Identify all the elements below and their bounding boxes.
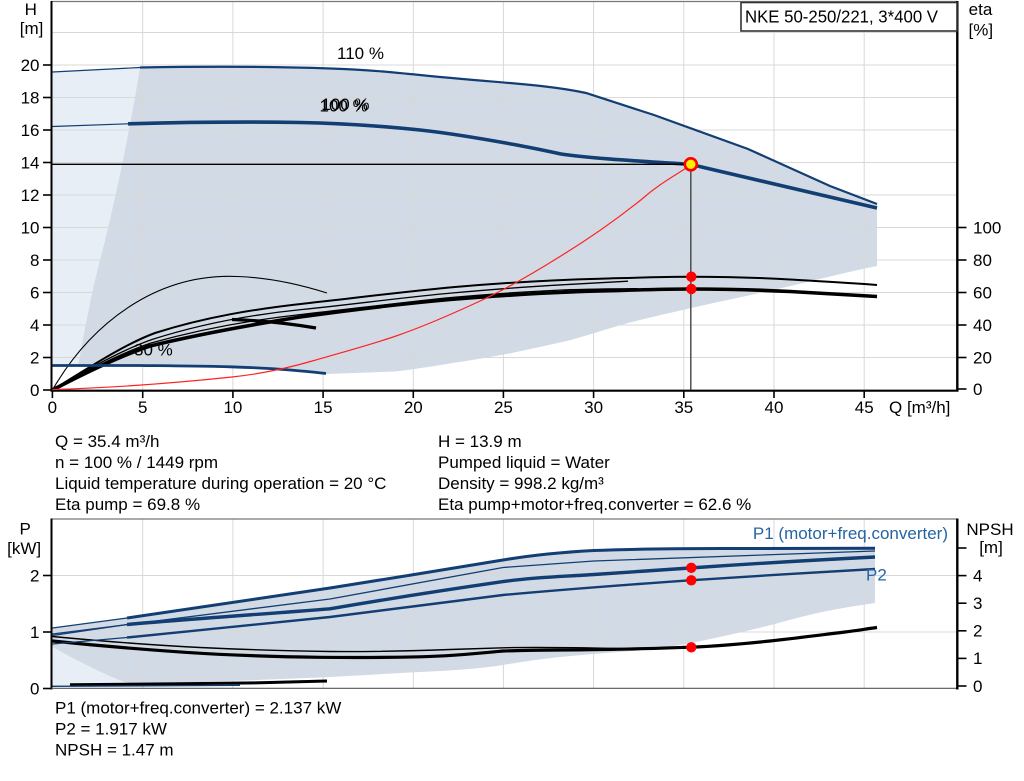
svg-text:0: 0 — [973, 380, 982, 399]
svg-text:Q = 35.4 m³/h: Q = 35.4 m³/h — [55, 432, 159, 451]
svg-text:NPSH = 1.47 m: NPSH = 1.47 m — [55, 741, 174, 760]
svg-text:4: 4 — [973, 566, 982, 585]
svg-text:0: 0 — [973, 677, 982, 696]
svg-text:45: 45 — [855, 398, 874, 417]
svg-text:P2 = 1.917 kW: P2 = 1.917 kW — [55, 720, 167, 739]
svg-text:8: 8 — [30, 251, 39, 270]
svg-text:1: 1 — [30, 623, 39, 642]
svg-text:100 %: 100 % — [321, 95, 369, 114]
svg-text:NPSH: NPSH — [966, 520, 1013, 539]
svg-text:[m]: [m] — [979, 538, 1003, 557]
svg-text:2: 2 — [973, 622, 982, 641]
svg-text:0: 0 — [30, 680, 39, 699]
svg-text:16: 16 — [21, 121, 40, 140]
svg-text:Eta pump = 69.8 %: Eta pump = 69.8 % — [55, 495, 200, 514]
svg-text:3: 3 — [973, 594, 982, 613]
svg-text:2: 2 — [30, 349, 39, 368]
svg-text:H = 13.9 m: H = 13.9 m — [438, 432, 522, 451]
svg-text:1: 1 — [973, 649, 982, 668]
svg-text:[kW]: [kW] — [7, 539, 41, 558]
svg-text:0: 0 — [30, 381, 39, 400]
svg-text:20: 20 — [404, 398, 423, 417]
svg-text:60: 60 — [973, 284, 992, 303]
svg-text:[%]: [%] — [969, 21, 994, 40]
svg-text:20: 20 — [973, 349, 992, 368]
svg-text:NKE 50-250/221, 3*400 V: NKE 50-250/221, 3*400 V — [745, 7, 938, 27]
svg-text:Liquid temperature during oper: Liquid temperature during operation = 20… — [55, 474, 386, 493]
svg-text:6: 6 — [30, 284, 39, 303]
svg-text:12: 12 — [21, 186, 40, 205]
svg-text:10: 10 — [223, 398, 242, 417]
svg-text:30: 30 — [584, 398, 603, 417]
svg-text:P1 (motor+freq.converter) = 2.: P1 (motor+freq.converter) = 2.137 kW — [55, 699, 341, 718]
svg-text:18: 18 — [21, 89, 40, 108]
svg-text:Q [m³/h]: Q [m³/h] — [889, 398, 950, 417]
svg-text:n = 100 % / 1449 rpm: n = 100 % / 1449 rpm — [55, 453, 218, 472]
svg-text:0: 0 — [48, 398, 57, 417]
svg-text:Density = 998.2 kg/m³: Density = 998.2 kg/m³ — [438, 474, 604, 493]
svg-text:Eta pump+motor+freq.converter: Eta pump+motor+freq.converter = 62.6 % — [438, 495, 751, 514]
svg-text:Pumped liquid = Water: Pumped liquid = Water — [438, 453, 610, 472]
svg-text:15: 15 — [314, 398, 333, 417]
svg-text:eta: eta — [969, 0, 993, 19]
svg-text:80: 80 — [973, 251, 992, 270]
svg-text:P1 (motor+freq.converter): P1 (motor+freq.converter) — [753, 524, 948, 543]
svg-text:H: H — [25, 0, 37, 19]
svg-text:5: 5 — [138, 398, 147, 417]
svg-text:110 %: 110 % — [337, 44, 384, 63]
svg-text:4: 4 — [30, 316, 39, 335]
svg-text:[m]: [m] — [20, 19, 44, 38]
svg-text:35: 35 — [674, 398, 693, 417]
svg-text:100 %: 100 % — [320, 97, 368, 116]
svg-text:25: 25 — [494, 398, 513, 417]
svg-text:2: 2 — [30, 567, 39, 586]
svg-text:20: 20 — [21, 56, 40, 75]
svg-text:14: 14 — [21, 154, 40, 173]
svg-text:40: 40 — [973, 316, 992, 335]
svg-text:100: 100 — [973, 219, 1001, 238]
svg-text:30 %: 30 % — [134, 341, 173, 360]
svg-text:P: P — [20, 519, 31, 538]
svg-text:10: 10 — [21, 219, 40, 238]
svg-text:P2: P2 — [866, 565, 887, 584]
svg-text:40: 40 — [765, 398, 784, 417]
